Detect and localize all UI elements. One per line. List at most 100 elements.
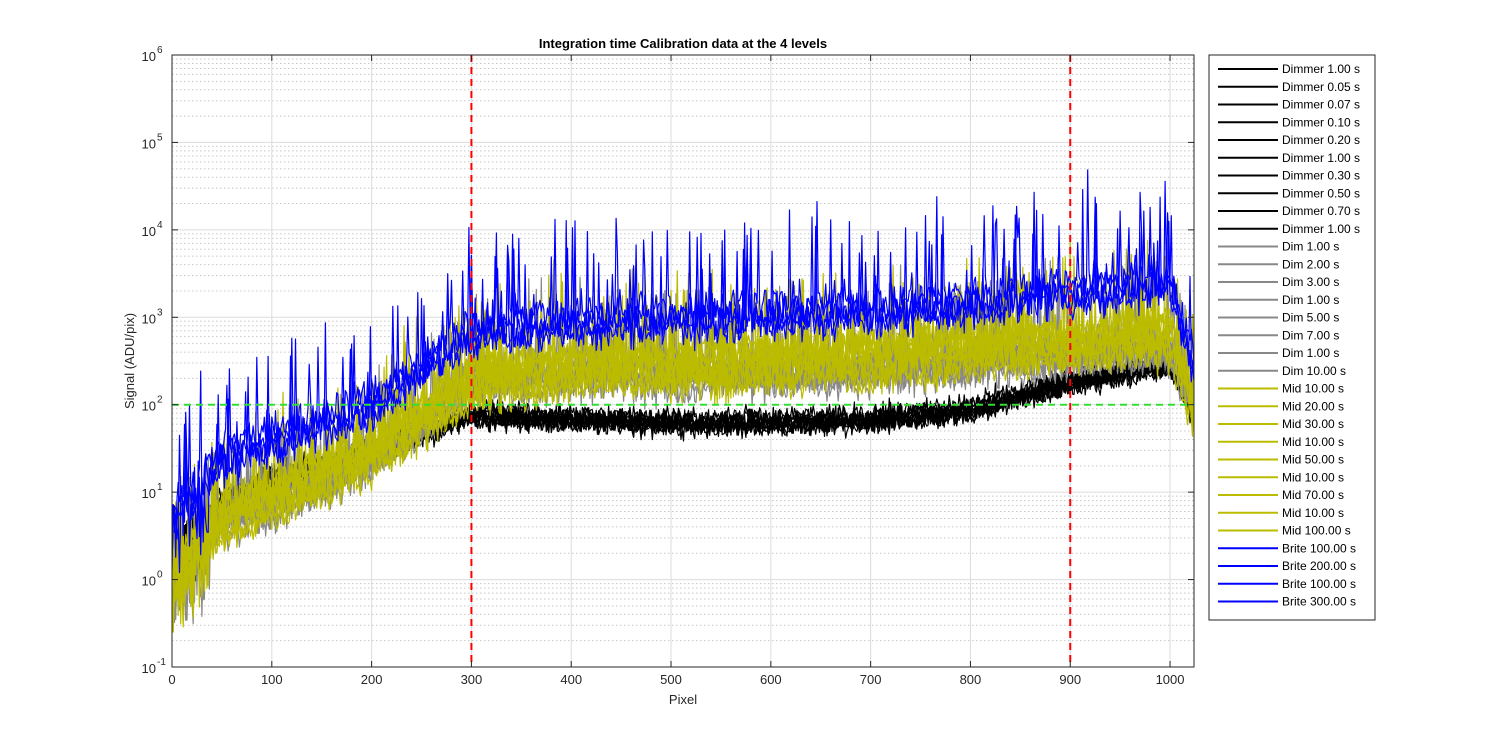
chart-title: Integration time Calibration data at the…: [539, 36, 827, 51]
y-axis-label: Signal (ADU/pix): [122, 313, 137, 409]
legend-item: Mid 10.00 s: [1218, 382, 1344, 396]
legend-label: Dim 1.00 s: [1282, 240, 1339, 254]
legend-label: Mid 20.00 s: [1282, 399, 1344, 413]
y-tick-label: 10 6: [142, 45, 163, 64]
legend-label: Mid 10.00 s: [1282, 382, 1344, 396]
reference-lines: [172, 55, 1194, 667]
legend-item: Mid 100.00 s: [1218, 524, 1351, 538]
x-tick-label: 1000: [1156, 672, 1185, 687]
legend-item: Mid 10.00 s: [1218, 506, 1344, 520]
legend-label: Dimmer 0.07 s: [1282, 98, 1360, 112]
legend-item: Mid 20.00 s: [1218, 399, 1344, 413]
x-tick-label: 100: [261, 672, 283, 687]
legend-box: [1208, 54, 1376, 621]
x-tick-label: 500: [660, 672, 682, 687]
series-line: [172, 169, 1194, 558]
y-tick-label-exponent: 6: [157, 45, 163, 56]
legend-item: Dimmer 0.07 s: [1218, 98, 1360, 112]
legend-label: Dimmer 0.20 s: [1282, 133, 1360, 147]
y-tick-label-exponent: 5: [157, 132, 163, 143]
y-tick-label-exponent: 0: [157, 570, 163, 581]
x-tick-label: 0: [168, 672, 175, 687]
legend-item: Brite 100.00 s: [1218, 541, 1356, 555]
legend-item: Mid 10.00 s: [1218, 470, 1344, 484]
legend: Dimmer 1.00 s Dimmer 0.05 s Dimmer 0.07 s D…: [1208, 54, 1376, 621]
x-tick-label: 800: [960, 672, 982, 687]
legend-item: Brite 200.00 s: [1218, 559, 1356, 573]
legend-label: Mid 10.00 s: [1282, 506, 1344, 520]
legend-label: Mid 100.00 s: [1282, 524, 1351, 538]
y-tick-label: 10 3: [142, 307, 163, 326]
series-layer: [172, 169, 1194, 633]
y-tick-label-exponent: -1: [157, 657, 166, 668]
legend-item: Dimmer 0.50 s: [1218, 186, 1360, 200]
x-tick-label: 300: [461, 672, 483, 687]
legend-label: Mid 70.00 s: [1282, 488, 1344, 502]
legend-label: Dimmer 1.00 s: [1282, 151, 1360, 165]
y-tick-label-base: 10: [142, 311, 156, 326]
legend-label: Dim 1.00 s: [1282, 346, 1339, 360]
y-tick-label: 10 1: [142, 482, 163, 501]
legend-label: Mid 30.00 s: [1282, 417, 1344, 431]
x-tick-labels: 0 100 200 300 400 500 600 700 800 900 1000: [168, 672, 1184, 687]
x-axis-label: Pixel: [669, 692, 697, 707]
legend-label: Dim 5.00 s: [1282, 311, 1339, 325]
legend-label: Dim 7.00 s: [1282, 328, 1339, 342]
legend-item: Dim 1.00 s: [1218, 240, 1339, 254]
legend-label: Dim 1.00 s: [1282, 293, 1339, 307]
x-tick-label: 600: [760, 672, 782, 687]
legend-item: Dimmer 1.00 s: [1218, 222, 1360, 236]
legend-label: Dimmer 0.10 s: [1282, 115, 1360, 129]
series-line: [172, 188, 1194, 574]
legend-item: Dimmer 0.30 s: [1218, 169, 1360, 183]
legend-items: Dimmer 1.00 s Dimmer 0.05 s Dimmer 0.07 s D…: [1218, 62, 1360, 609]
legend-label: Dimmer 1.00 s: [1282, 222, 1360, 236]
legend-label: Mid 10.00 s: [1282, 470, 1344, 484]
legend-item: Mid 30.00 s: [1218, 417, 1344, 431]
legend-label: Dimmer 1.00 s: [1282, 62, 1360, 76]
y-tick-label-exponent: 2: [157, 395, 163, 406]
legend-item: Mid 70.00 s: [1218, 488, 1344, 502]
legend-label: Dim 10.00 s: [1282, 364, 1346, 378]
legend-item: Brite 100.00 s: [1218, 577, 1356, 591]
y-tick-label-base: 10: [142, 49, 156, 64]
x-tick-label: 400: [560, 672, 582, 687]
legend-label: Brite 300.00 s: [1282, 595, 1356, 609]
y-tick-label-base: 10: [142, 224, 156, 239]
y-tick-label: 10 0: [142, 570, 163, 589]
x-tick-label: 900: [1059, 672, 1081, 687]
legend-label: Dimmer 0.50 s: [1282, 186, 1360, 200]
y-tick-label-exponent: 4: [157, 220, 163, 231]
legend-item: Dimmer 1.00 s: [1218, 151, 1360, 165]
legend-label: Dim 3.00 s: [1282, 275, 1339, 289]
legend-label: Brite 200.00 s: [1282, 559, 1356, 573]
x-tick-label: 700: [860, 672, 882, 687]
legend-item: Mid 10.00 s: [1218, 435, 1344, 449]
y-tick-label: 10 2: [142, 395, 163, 414]
y-tick-label: 10 5: [142, 132, 163, 151]
y-tick-label-base: 10: [142, 136, 156, 151]
legend-item: Dim 2.00 s: [1218, 257, 1339, 271]
legend-item: Brite 300.00 s: [1218, 595, 1356, 609]
legend-label: Dimmer 0.05 s: [1282, 80, 1360, 94]
legend-label: Mid 50.00 s: [1282, 453, 1344, 467]
legend-label: Brite 100.00 s: [1282, 541, 1356, 555]
y-tick-label: 10 4: [142, 220, 163, 239]
legend-item: Dimmer 0.05 s: [1218, 80, 1360, 94]
legend-item: Dim 1.00 s: [1218, 293, 1339, 307]
legend-item: Mid 50.00 s: [1218, 453, 1344, 467]
y-tick-label-base: 10: [142, 574, 156, 589]
legend-label: Brite 100.00 s: [1282, 577, 1356, 591]
legend-item: Dim 7.00 s: [1218, 328, 1339, 342]
axes-frame: [171, 54, 1195, 668]
legend-item: Dim 10.00 s: [1218, 364, 1346, 378]
tick-marks: [171, 54, 1194, 668]
y-tick-label-base: 10: [142, 486, 156, 501]
y-tick-label-base: 10: [142, 399, 156, 414]
legend-label: Dimmer 0.70 s: [1282, 204, 1360, 218]
y-tick-label: 10 -1: [142, 657, 167, 676]
legend-label: Mid 10.00 s: [1282, 435, 1344, 449]
